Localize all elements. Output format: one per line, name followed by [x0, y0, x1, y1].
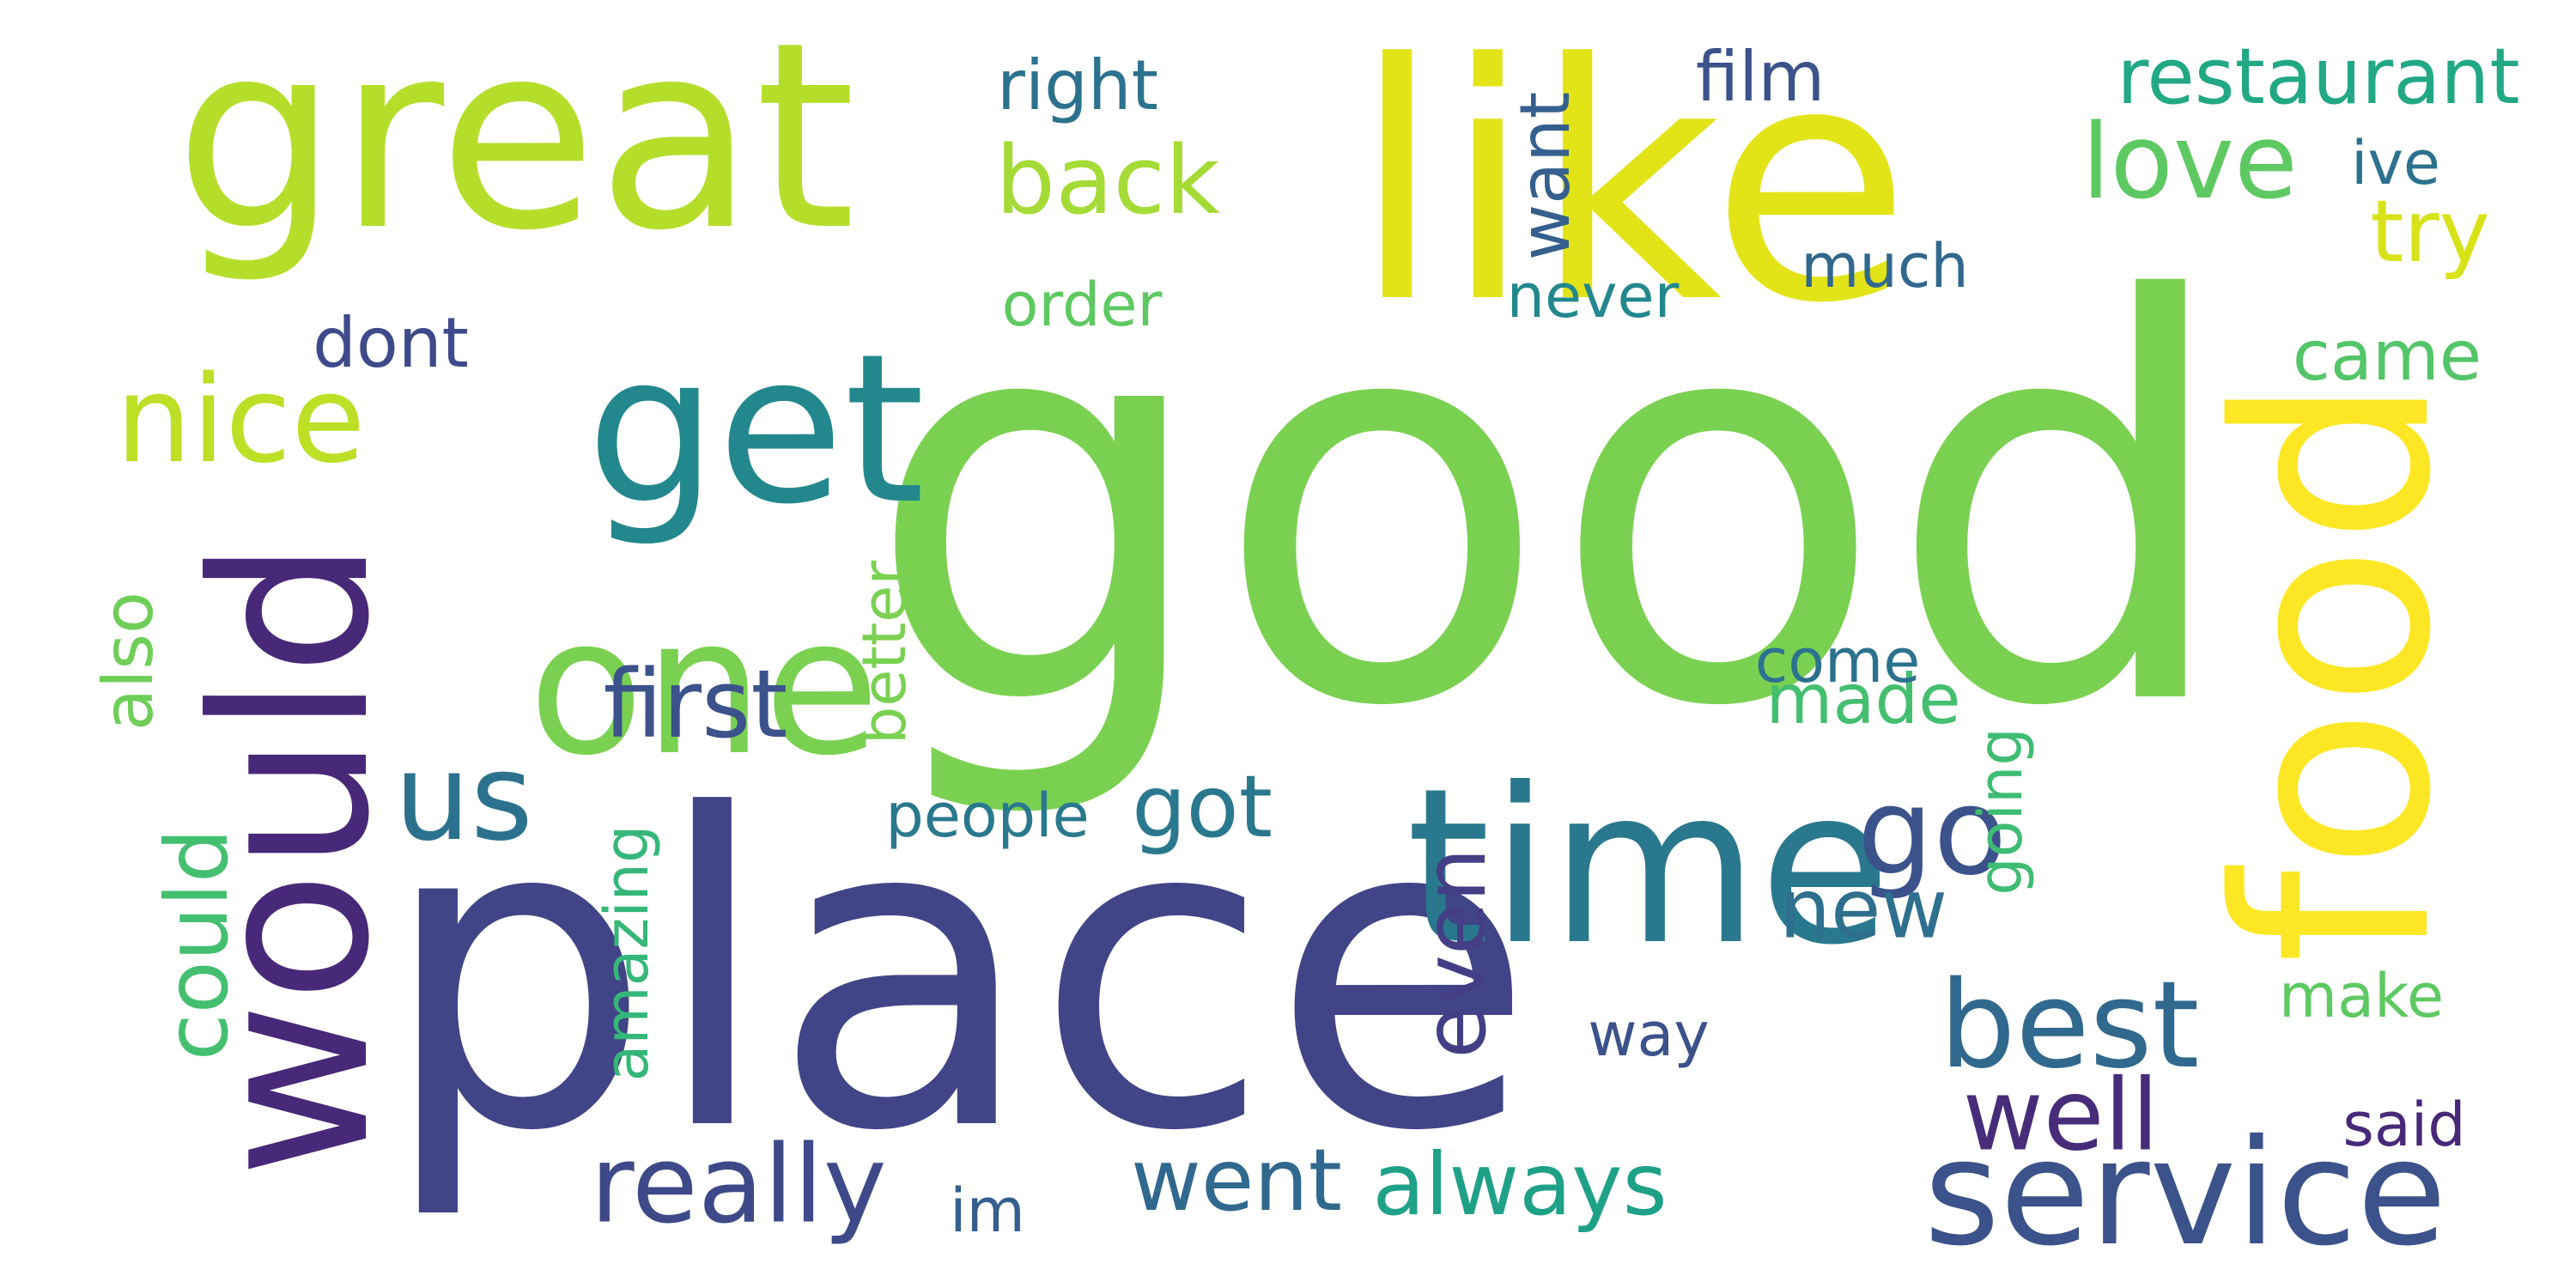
- word-service: service: [1923, 1109, 2447, 1279]
- word-im: im: [950, 1176, 1025, 1246]
- word-said: said: [2342, 1090, 2466, 1160]
- word-first: first: [603, 649, 788, 759]
- word-right: right: [997, 46, 1158, 125]
- word-amazing: amazing: [592, 824, 662, 1082]
- word-try: try: [2370, 181, 2490, 282]
- word-came: came: [2292, 316, 2482, 396]
- word-nice: nice: [115, 350, 366, 490]
- word-back: back: [995, 125, 1220, 235]
- word-going: going: [1965, 727, 2036, 896]
- word-place: place: [380, 725, 1535, 1224]
- word-could: could: [147, 828, 247, 1061]
- word-get: get: [586, 309, 926, 550]
- word-best: best: [1939, 956, 2200, 1096]
- word-one: one: [528, 577, 880, 797]
- word-always: always: [1372, 1134, 1668, 1235]
- word-like: like: [1352, 0, 1911, 374]
- word-really: really: [590, 1122, 887, 1248]
- word-went: went: [1131, 1130, 1342, 1230]
- word-dont: dont: [313, 303, 469, 383]
- word-better: better: [849, 560, 920, 745]
- word-new: new: [1778, 862, 1948, 957]
- word-food: food: [2180, 375, 2490, 964]
- word-well: well: [1962, 1058, 2160, 1174]
- word-love: love: [2081, 103, 2298, 222]
- word-way: way: [1588, 999, 1710, 1070]
- word-go: go: [1856, 762, 2008, 902]
- word-much: much: [1801, 231, 1969, 301]
- word-great: great: [174, 0, 856, 287]
- word-even: even: [1405, 848, 1505, 1059]
- word-order: order: [1001, 270, 1163, 340]
- word-made: made: [1765, 659, 1961, 739]
- word-also: also: [88, 592, 168, 731]
- word-got: got: [1132, 756, 1273, 857]
- word-never: never: [1506, 261, 1680, 331]
- word-restaurant: restaurant: [2117, 32, 2520, 122]
- word-time: time: [1406, 742, 1892, 992]
- word-come: come: [1754, 626, 1921, 696]
- word-us: us: [394, 728, 533, 868]
- word-film: film: [1695, 37, 1826, 117]
- word-make: make: [2278, 961, 2445, 1031]
- word-want: want: [1505, 91, 1585, 261]
- word-ive: ive: [2351, 128, 2440, 198]
- word-good: good: [865, 186, 2235, 826]
- word-people: people: [885, 781, 1090, 851]
